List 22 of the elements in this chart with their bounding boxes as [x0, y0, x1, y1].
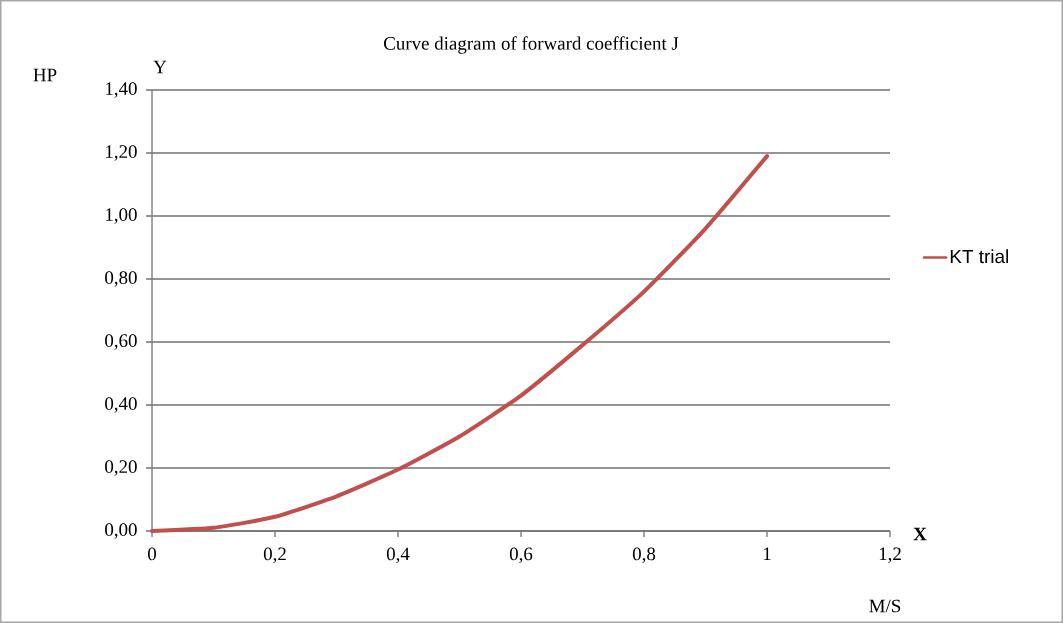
x-tick-label: 0,8: [632, 547, 656, 563]
x-tick-label: 0,2: [263, 547, 286, 563]
line-series: [150, 154, 770, 533]
y-tick-label: 0,80: [105, 271, 137, 287]
y-tick-label: 0,00: [105, 523, 137, 539]
y-tick-label: 0,40: [105, 397, 137, 413]
x-tick-label: 0: [148, 547, 157, 561]
x-tick-label: 1,2: [879, 547, 901, 563]
x-tick-label: 0,6: [509, 547, 533, 563]
y-tick-label: 1,40: [106, 82, 137, 98]
text: X: [913, 527, 927, 541]
x-tick-label: 0,4: [386, 547, 410, 563]
y-tick-label: 1,00: [106, 208, 137, 224]
x-axis-title: M/S: [869, 599, 901, 613]
legend-label: KT trial: [950, 249, 1008, 264]
y-tick-label: 1,20: [106, 145, 137, 161]
text: Y: [153, 60, 167, 74]
chart-title: Curve diagram of forward coefficient J: [384, 36, 679, 54]
x-tick-label: 1: [763, 547, 771, 560]
y-tick-label: 0,60: [105, 334, 137, 350]
y-axis-title: HP: [33, 68, 57, 82]
y-tick-label: 0,20: [105, 460, 137, 476]
